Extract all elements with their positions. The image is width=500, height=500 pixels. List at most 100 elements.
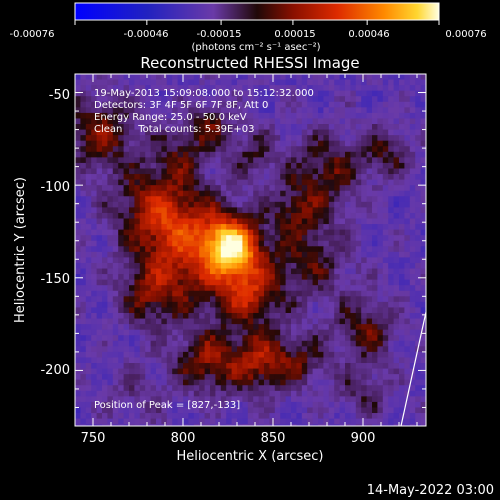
heatmap-cell — [334, 279, 340, 286]
heatmap-cell — [388, 74, 394, 80]
heatmap-cell — [75, 96, 81, 103]
heatmap-cell — [177, 357, 184, 364]
heatmap-cell — [258, 74, 265, 80]
heatmap-cell — [312, 207, 319, 214]
heatmap-cell — [388, 179, 394, 186]
y-tick-label: -150 — [40, 272, 70, 287]
heatmap-cell — [361, 246, 367, 253]
heatmap-cell — [193, 140, 200, 147]
heatmap-cell — [80, 207, 87, 214]
heatmap-cell — [242, 185, 249, 192]
heatmap-cell — [177, 285, 184, 292]
heatmap-cell — [231, 96, 238, 103]
heatmap-cell — [220, 413, 227, 419]
heatmap-cell — [145, 196, 151, 203]
heatmap-cell — [264, 335, 270, 342]
heatmap-cell — [247, 329, 254, 336]
heatmap-cell — [123, 385, 130, 392]
heatmap-cell — [291, 118, 297, 125]
heatmap-cell — [156, 407, 162, 414]
heatmap-cell — [328, 85, 335, 92]
heatmap-cell — [382, 324, 389, 331]
heatmap-cell — [177, 335, 184, 342]
heatmap-cell — [156, 140, 162, 147]
heatmap-cell — [285, 90, 292, 97]
heatmap-cell — [172, 307, 178, 314]
heatmap-cell — [420, 357, 426, 364]
heatmap-cell — [366, 79, 373, 86]
heatmap-cell — [318, 190, 324, 197]
heatmap-cell — [91, 285, 97, 292]
heatmap-cell — [96, 85, 103, 92]
heatmap-cell — [345, 240, 351, 247]
heatmap-cell — [188, 329, 195, 336]
heatmap-cell — [183, 218, 189, 225]
heatmap-cell — [91, 107, 97, 114]
heatmap-cell — [291, 212, 297, 219]
heatmap-cell — [210, 390, 216, 397]
heatmap-cell — [420, 157, 426, 164]
heatmap-cell — [420, 90, 426, 97]
heatmap-cell — [129, 207, 135, 214]
heatmap-cell — [280, 135, 286, 142]
heatmap-cell — [237, 340, 243, 347]
heatmap-cell — [102, 207, 108, 214]
heatmap-cell — [102, 218, 108, 225]
heatmap-cell — [199, 413, 205, 419]
heatmap-cell — [345, 413, 351, 419]
heatmap-cell — [420, 235, 426, 242]
heatmap-cell — [85, 279, 92, 286]
heatmap-cell — [102, 307, 108, 314]
heatmap-cell — [274, 285, 281, 292]
heatmap-cell — [123, 424, 130, 426]
heatmap-cell — [237, 379, 243, 386]
heatmap-cell — [328, 224, 335, 231]
heatmap-cell — [382, 401, 389, 408]
heatmap-cell — [258, 257, 265, 264]
heatmap-cell — [145, 212, 151, 219]
heatmap-cell — [139, 96, 146, 103]
heatmap-cell — [399, 207, 405, 214]
heatmap-cell — [264, 301, 270, 308]
heatmap-cell — [172, 124, 178, 130]
heatmap-cell — [280, 340, 286, 347]
heatmap-cell — [242, 129, 249, 136]
heatmap-cell — [350, 262, 357, 269]
heatmap-cell — [161, 301, 168, 308]
heatmap-cell — [210, 318, 216, 325]
heatmap-cell — [366, 274, 373, 281]
heatmap-cell — [415, 251, 421, 258]
heatmap-cell — [96, 335, 103, 342]
heatmap-cell — [237, 346, 243, 353]
heatmap-cell — [150, 212, 157, 219]
heatmap-cell — [177, 301, 184, 308]
heatmap-cell — [172, 74, 178, 80]
heatmap-cell — [377, 357, 384, 364]
heatmap-cell — [377, 329, 384, 336]
heatmap-cell — [172, 196, 178, 203]
heatmap-cell — [188, 251, 195, 258]
heatmap-cell — [150, 118, 157, 125]
heatmap-cell — [145, 290, 151, 297]
heatmap-cell — [355, 140, 362, 147]
heatmap-cell — [166, 262, 173, 269]
heatmap-cell — [285, 301, 292, 308]
heatmap-cell — [75, 246, 81, 253]
heatmap-cell — [377, 96, 384, 103]
heatmap-cell — [334, 312, 340, 319]
heatmap-cell — [312, 296, 319, 303]
heatmap-cell — [301, 363, 308, 369]
heatmap-cell — [75, 218, 81, 225]
heatmap-cell — [372, 396, 378, 403]
heatmap-cell — [399, 212, 405, 219]
heatmap-cell — [377, 129, 384, 136]
heatmap-cell — [231, 90, 238, 97]
heatmap-cell — [85, 96, 92, 103]
heatmap-cell — [285, 407, 292, 414]
heatmap-cell — [177, 312, 184, 319]
heatmap-cell — [75, 401, 81, 408]
heatmap-cell — [91, 424, 97, 426]
heatmap-cell — [80, 235, 87, 242]
heatmap-cell — [96, 290, 103, 297]
heatmap-cell — [399, 151, 405, 158]
